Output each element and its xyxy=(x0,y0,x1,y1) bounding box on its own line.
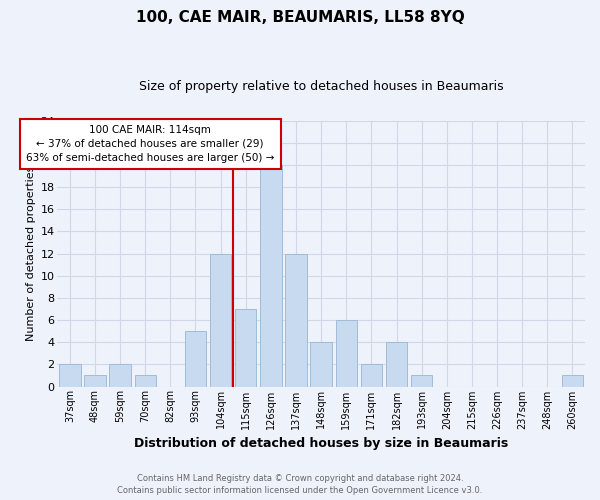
Bar xyxy=(185,331,206,386)
Text: 100, CAE MAIR, BEAUMARIS, LL58 8YQ: 100, CAE MAIR, BEAUMARIS, LL58 8YQ xyxy=(136,10,464,25)
Bar xyxy=(361,364,382,386)
Bar xyxy=(562,376,583,386)
Title: Size of property relative to detached houses in Beaumaris: Size of property relative to detached ho… xyxy=(139,80,503,93)
Text: 100 CAE MAIR: 114sqm
← 37% of detached houses are smaller (29)
63% of semi-detac: 100 CAE MAIR: 114sqm ← 37% of detached h… xyxy=(26,125,274,163)
Bar xyxy=(335,320,357,386)
Bar xyxy=(210,254,231,386)
Bar xyxy=(134,376,156,386)
Bar xyxy=(260,165,281,386)
Bar xyxy=(386,342,407,386)
Y-axis label: Number of detached properties: Number of detached properties xyxy=(26,166,36,341)
Bar xyxy=(59,364,80,386)
X-axis label: Distribution of detached houses by size in Beaumaris: Distribution of detached houses by size … xyxy=(134,437,508,450)
Bar xyxy=(310,342,332,386)
Bar xyxy=(286,254,307,386)
Bar xyxy=(411,376,433,386)
Bar xyxy=(84,376,106,386)
Bar xyxy=(235,309,256,386)
Bar xyxy=(109,364,131,386)
Text: Contains HM Land Registry data © Crown copyright and database right 2024.
Contai: Contains HM Land Registry data © Crown c… xyxy=(118,474,482,495)
